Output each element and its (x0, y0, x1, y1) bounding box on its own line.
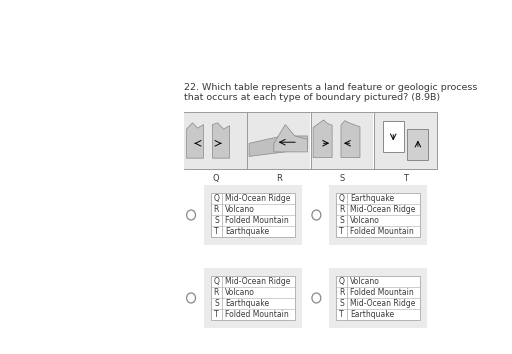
Text: T: T (214, 310, 219, 319)
Text: Q: Q (212, 174, 219, 183)
Bar (311, 113, 373, 169)
Text: Earthquake: Earthquake (225, 299, 269, 308)
Text: Q: Q (339, 277, 345, 286)
Text: S: S (339, 216, 344, 225)
Bar (184, 112, 437, 169)
Text: Mid-Ocean Ridge: Mid-Ocean Ridge (350, 205, 416, 214)
Text: Folded Mountain: Folded Mountain (225, 310, 289, 319)
Text: T: T (339, 310, 344, 319)
Text: R: R (214, 288, 219, 297)
Bar (336, 193, 420, 237)
Text: S: S (339, 174, 345, 183)
Text: Volcano: Volcano (350, 277, 380, 286)
Polygon shape (212, 123, 229, 158)
Text: R: R (214, 205, 219, 214)
Text: Mid-Ocean Ridge: Mid-Ocean Ridge (350, 299, 416, 308)
Text: T: T (403, 174, 408, 183)
Text: Volcano: Volcano (350, 216, 380, 225)
Text: Q: Q (214, 277, 219, 286)
Text: R: R (339, 288, 345, 297)
Text: S: S (214, 299, 219, 308)
Bar (336, 276, 420, 320)
Text: R: R (339, 205, 345, 214)
Text: Earthquake: Earthquake (350, 194, 394, 203)
Bar (210, 276, 295, 320)
Text: S: S (214, 216, 219, 225)
Bar (203, 268, 302, 328)
Bar (383, 121, 403, 152)
Text: Earthquake: Earthquake (225, 227, 269, 236)
Bar (408, 129, 429, 160)
Polygon shape (313, 120, 332, 158)
Bar (210, 193, 295, 237)
Text: Folded Mountain: Folded Mountain (350, 227, 414, 236)
Text: Q: Q (214, 194, 219, 203)
Text: Mid-Ocean Ridge: Mid-Ocean Ridge (225, 194, 290, 203)
Bar (184, 113, 247, 169)
Text: S: S (339, 299, 344, 308)
Text: Earthquake: Earthquake (350, 310, 394, 319)
Bar (203, 185, 302, 245)
Text: Folded Mountain: Folded Mountain (350, 288, 414, 297)
Text: T: T (339, 227, 344, 236)
Bar (374, 113, 437, 169)
Bar (248, 113, 310, 169)
Polygon shape (274, 125, 307, 152)
Text: 22. Which table represents a land feature or geologic process: 22. Which table represents a land featur… (184, 83, 477, 92)
Bar (329, 185, 428, 245)
Polygon shape (249, 136, 307, 156)
Text: Volcano: Volcano (225, 205, 254, 214)
Text: Mid-Ocean Ridge: Mid-Ocean Ridge (225, 277, 290, 286)
Bar (329, 268, 428, 328)
Text: R: R (276, 174, 282, 183)
Polygon shape (186, 123, 204, 158)
Text: that occurs at each type of boundary pictured? (8.9B): that occurs at each type of boundary pic… (184, 93, 440, 102)
Text: T: T (214, 227, 219, 236)
Text: Volcano: Volcano (225, 288, 254, 297)
Polygon shape (341, 121, 360, 158)
Text: Q: Q (339, 194, 345, 203)
Text: Folded Mountain: Folded Mountain (225, 216, 289, 225)
